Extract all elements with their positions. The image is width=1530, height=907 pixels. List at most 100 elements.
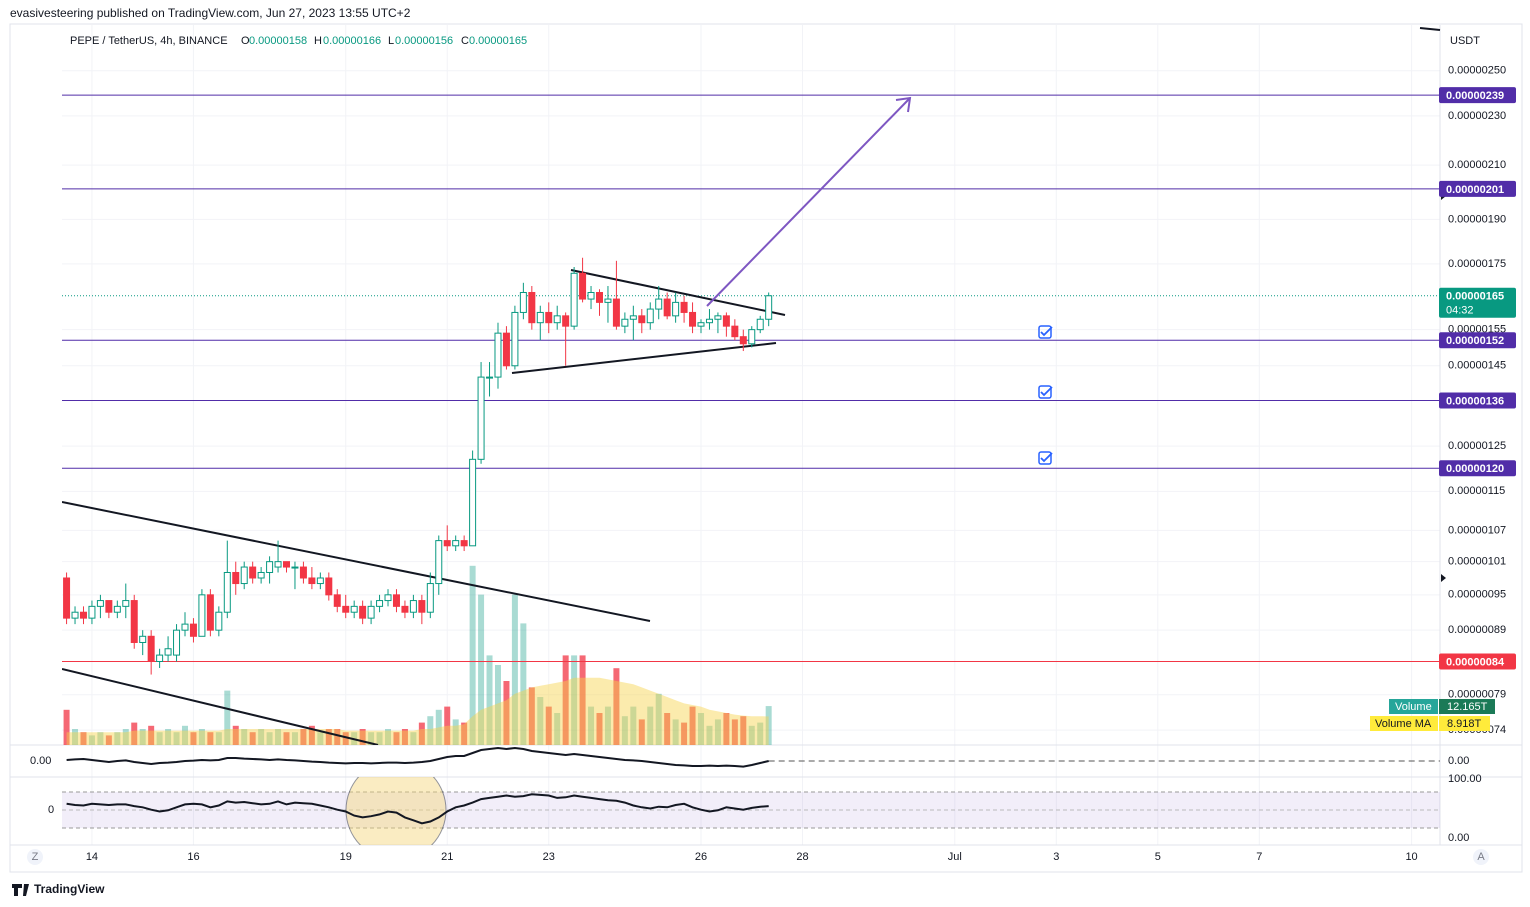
volume-bar — [511, 594, 518, 745]
candle-body — [739, 336, 747, 345]
candle-body — [418, 600, 426, 613]
candle-body — [299, 566, 307, 579]
currency: USDT — [1450, 35, 1480, 47]
volume-bar — [114, 732, 121, 745]
candle-body — [96, 600, 104, 607]
osc-tick-label: 0.00 — [30, 755, 51, 767]
trend-line — [570, 269, 786, 316]
volume-bar — [97, 732, 104, 745]
volume-bar — [224, 690, 231, 745]
osc-tick-label: 0.00 — [1448, 755, 1469, 767]
scale-button[interactable] — [27, 849, 43, 865]
x-tick-label: 10 — [1405, 851, 1417, 863]
volume-bar — [689, 706, 696, 745]
volume-bar — [427, 716, 434, 745]
candle-body — [731, 325, 739, 338]
candle-body — [655, 298, 663, 310]
candle-body — [689, 311, 697, 327]
volume-bar — [478, 594, 485, 745]
candle-body — [595, 292, 603, 303]
candle-body — [392, 594, 400, 607]
volume-bar — [181, 725, 188, 745]
candle-body — [232, 571, 240, 585]
price-tag — [1439, 87, 1516, 104]
candle-body — [722, 315, 730, 327]
candle-body — [663, 298, 671, 317]
legend-value: 0.00000158 — [249, 35, 307, 47]
volume-bar — [241, 729, 248, 745]
volume-bar — [105, 735, 112, 745]
volume-bar — [418, 722, 425, 745]
candle-body — [308, 577, 316, 585]
projection-arrow — [706, 97, 911, 307]
volume-bar — [291, 732, 298, 745]
candle-body — [376, 600, 384, 607]
candle-body — [765, 295, 773, 320]
candle-body — [342, 605, 350, 613]
legend-name: Volume MA — [1375, 718, 1432, 730]
trend-line — [511, 342, 777, 374]
candle-body — [283, 561, 291, 568]
volume-bar — [630, 706, 637, 745]
candle-body — [63, 577, 71, 619]
candle-body — [316, 577, 324, 585]
price-tag-label: 0.00000165 — [1446, 291, 1504, 303]
candle-body — [164, 648, 172, 656]
candle-body — [494, 332, 502, 378]
volume-bar — [258, 729, 265, 745]
volume-bar — [579, 655, 586, 745]
plot: 0.00000250 0.00000230 0.00000210 0.00000190… — [10, 25, 1522, 863]
legend-value: 0.00000165 — [469, 35, 527, 47]
osc-line — [66, 793, 769, 825]
candle-body — [325, 577, 333, 596]
y-tick-label: 0.00000250 — [1448, 65, 1506, 77]
candle-body — [477, 376, 485, 460]
legend-label: C — [461, 35, 469, 47]
candle-body — [570, 272, 578, 327]
candle-body — [528, 292, 536, 324]
osc-tick-label: 100.00 — [1448, 773, 1482, 785]
volume-bar — [698, 713, 705, 745]
y-tick-label: 0.00000190 — [1448, 213, 1506, 225]
volume-bar — [139, 729, 146, 745]
price-tag — [1439, 180, 1516, 197]
volume-bar — [596, 713, 603, 745]
candle-body — [672, 301, 680, 317]
check-icon — [1040, 326, 1053, 337]
candle-body — [756, 318, 764, 331]
volume-bar — [300, 729, 307, 745]
y-tick-label: 0.00000230 — [1448, 110, 1506, 122]
y-tick-label: 0.00000210 — [1448, 159, 1506, 171]
candle-body — [579, 272, 587, 300]
x-tick-label: 23 — [543, 851, 555, 863]
volume-bar — [528, 687, 535, 745]
scale-button[interactable] — [1473, 849, 1489, 865]
candle-body — [562, 315, 570, 327]
scale-button-label[interactable]: Z — [32, 851, 39, 863]
volume-bar — [63, 709, 70, 745]
candle-body — [409, 600, 417, 613]
volume-bar — [494, 665, 501, 745]
volume-bar — [72, 729, 79, 745]
volume-bar — [740, 716, 747, 745]
candle-body — [401, 605, 409, 613]
candle-body — [452, 540, 460, 547]
y-tick-label: 0.00000095 — [1448, 589, 1506, 601]
volume-bar — [393, 732, 400, 745]
y-tick-label: 0.00000101 — [1448, 556, 1506, 568]
candle-body — [291, 566, 299, 569]
candle-body — [587, 292, 595, 300]
volume-bar — [520, 623, 527, 745]
price-tag — [1439, 392, 1516, 409]
candle-body — [680, 301, 688, 313]
price-tag-label: 0.00000152 — [1446, 335, 1504, 347]
x-tick-label: 26 — [695, 851, 707, 863]
countdown: 04:32 — [1446, 305, 1474, 317]
candle-body — [257, 571, 265, 579]
volume-bar — [706, 725, 713, 745]
scale-button-label[interactable]: A — [1477, 851, 1485, 863]
check-icon — [1040, 386, 1053, 397]
candle-body — [350, 605, 358, 613]
volume-bar — [672, 719, 679, 745]
volume-bar — [342, 732, 349, 745]
